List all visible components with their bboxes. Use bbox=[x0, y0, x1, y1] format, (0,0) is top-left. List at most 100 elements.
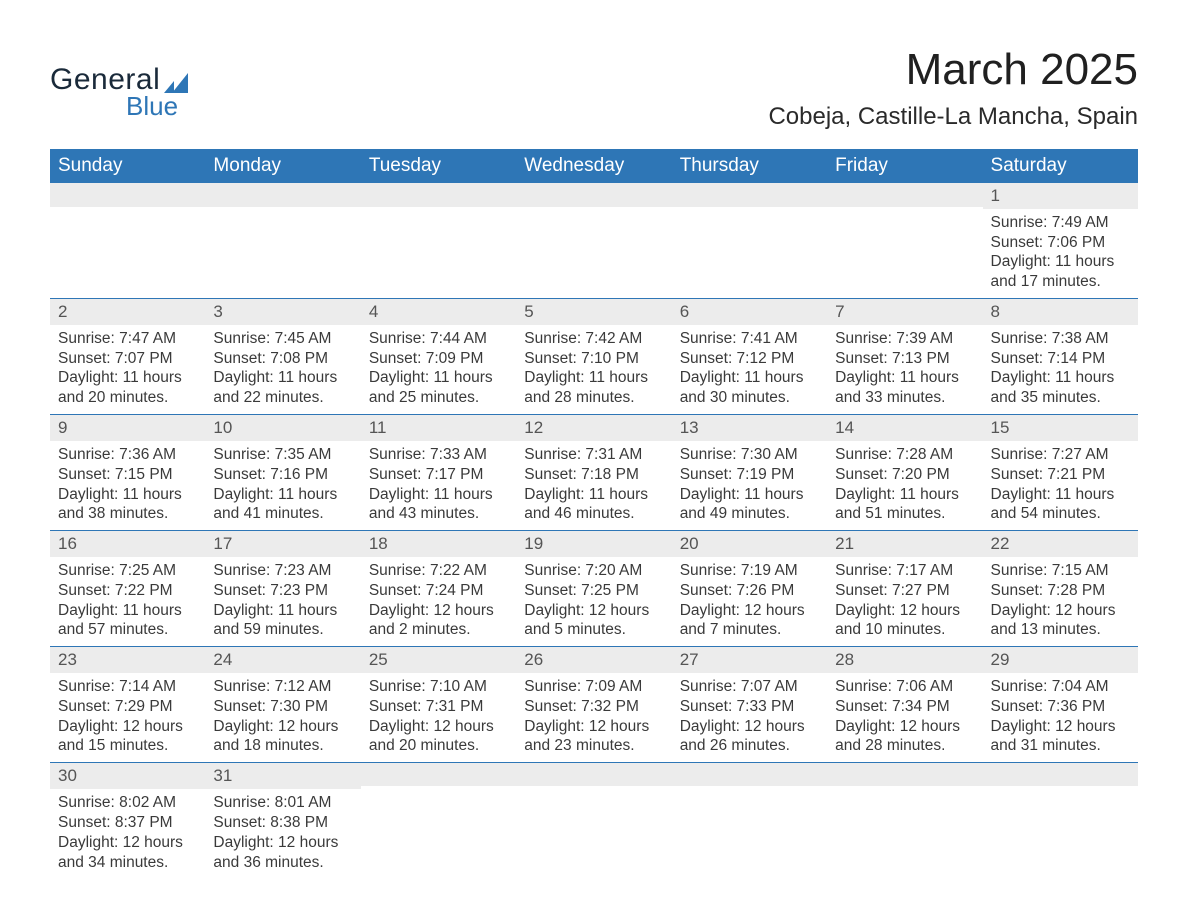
day-line-sunset: Sunset: 7:34 PM bbox=[835, 697, 974, 717]
day-line-sunrise: Sunrise: 7:49 AM bbox=[991, 213, 1130, 233]
calendar-week: 16Sunrise: 7:25 AMSunset: 7:22 PMDayligh… bbox=[50, 530, 1138, 646]
day-number: 7 bbox=[827, 298, 982, 325]
day-header-row: SundayMondayTuesdayWednesdayThursdayFrid… bbox=[50, 149, 1138, 183]
day-body: Sunrise: 7:45 AMSunset: 7:08 PMDaylight:… bbox=[205, 325, 360, 414]
day-line-sunset: Sunset: 7:30 PM bbox=[213, 697, 352, 717]
day-line-day1: Daylight: 11 hours bbox=[213, 368, 352, 388]
calendar-cell bbox=[50, 183, 205, 298]
day-header: Friday bbox=[827, 149, 982, 183]
calendar-cell: 6Sunrise: 7:41 AMSunset: 7:12 PMDaylight… bbox=[672, 298, 827, 414]
day-line-sunset: Sunset: 7:25 PM bbox=[524, 581, 663, 601]
day-header: Wednesday bbox=[516, 149, 671, 183]
day-line-sunrise: Sunrise: 7:38 AM bbox=[991, 329, 1130, 349]
day-line-day1: Daylight: 11 hours bbox=[524, 368, 663, 388]
day-line-sunset: Sunset: 7:21 PM bbox=[991, 465, 1130, 485]
calendar-cell bbox=[205, 183, 360, 298]
day-line-day2: and 17 minutes. bbox=[991, 272, 1130, 292]
day-line-day1: Daylight: 11 hours bbox=[369, 485, 508, 505]
day-line-day1: Daylight: 12 hours bbox=[991, 717, 1130, 737]
day-line-sunset: Sunset: 7:23 PM bbox=[213, 581, 352, 601]
calendar-cell: 24Sunrise: 7:12 AMSunset: 7:30 PMDayligh… bbox=[205, 646, 360, 762]
day-number: 3 bbox=[205, 298, 360, 325]
day-number: 13 bbox=[672, 414, 827, 441]
calendar-cell: 26Sunrise: 7:09 AMSunset: 7:32 PMDayligh… bbox=[516, 646, 671, 762]
day-body: Sunrise: 7:15 AMSunset: 7:28 PMDaylight:… bbox=[983, 557, 1138, 646]
calendar-cell: 12Sunrise: 7:31 AMSunset: 7:18 PMDayligh… bbox=[516, 414, 671, 530]
calendar-cell bbox=[361, 762, 516, 878]
day-line-day1: Daylight: 11 hours bbox=[991, 252, 1130, 272]
day-line-day1: Daylight: 12 hours bbox=[58, 717, 197, 737]
day-line-day1: Daylight: 11 hours bbox=[369, 368, 508, 388]
calendar-cell bbox=[827, 762, 982, 878]
calendar-cell: 10Sunrise: 7:35 AMSunset: 7:16 PMDayligh… bbox=[205, 414, 360, 530]
day-number: 6 bbox=[672, 298, 827, 325]
day-line-day2: and 22 minutes. bbox=[213, 388, 352, 408]
day-line-day1: Daylight: 11 hours bbox=[835, 485, 974, 505]
day-body: Sunrise: 7:31 AMSunset: 7:18 PMDaylight:… bbox=[516, 441, 671, 530]
day-line-day1: Daylight: 12 hours bbox=[213, 833, 352, 853]
day-body: Sunrise: 7:36 AMSunset: 7:15 PMDaylight:… bbox=[50, 441, 205, 530]
day-line-day1: Daylight: 11 hours bbox=[524, 485, 663, 505]
day-number: 23 bbox=[50, 646, 205, 673]
calendar-cell bbox=[827, 183, 982, 298]
calendar-cell bbox=[516, 183, 671, 298]
calendar-cell bbox=[672, 762, 827, 878]
day-body: Sunrise: 7:07 AMSunset: 7:33 PMDaylight:… bbox=[672, 673, 827, 762]
day-line-sunrise: Sunrise: 7:19 AM bbox=[680, 561, 819, 581]
day-number: 25 bbox=[361, 646, 516, 673]
day-line-day2: and 18 minutes. bbox=[213, 736, 352, 756]
day-line-sunrise: Sunrise: 7:45 AM bbox=[213, 329, 352, 349]
day-header: Saturday bbox=[983, 149, 1138, 183]
day-body: Sunrise: 7:14 AMSunset: 7:29 PMDaylight:… bbox=[50, 673, 205, 762]
day-number: 16 bbox=[50, 530, 205, 557]
day-line-day2: and 28 minutes. bbox=[524, 388, 663, 408]
day-line-day2: and 7 minutes. bbox=[680, 620, 819, 640]
day-header: Thursday bbox=[672, 149, 827, 183]
calendar-cell: 25Sunrise: 7:10 AMSunset: 7:31 PMDayligh… bbox=[361, 646, 516, 762]
day-number: 4 bbox=[361, 298, 516, 325]
day-line-sunset: Sunset: 7:20 PM bbox=[835, 465, 974, 485]
calendar-cell: 11Sunrise: 7:33 AMSunset: 7:17 PMDayligh… bbox=[361, 414, 516, 530]
day-number: 29 bbox=[983, 646, 1138, 673]
empty-daynum bbox=[361, 183, 516, 207]
logo-text-blue: Blue bbox=[126, 91, 178, 122]
day-number: 21 bbox=[827, 530, 982, 557]
calendar-cell: 28Sunrise: 7:06 AMSunset: 7:34 PMDayligh… bbox=[827, 646, 982, 762]
day-line-day1: Daylight: 12 hours bbox=[58, 833, 197, 853]
day-line-day1: Daylight: 11 hours bbox=[680, 485, 819, 505]
month-title: March 2025 bbox=[768, 45, 1138, 95]
day-body: Sunrise: 7:39 AMSunset: 7:13 PMDaylight:… bbox=[827, 325, 982, 414]
empty-daynum bbox=[983, 762, 1138, 786]
day-body: Sunrise: 7:27 AMSunset: 7:21 PMDaylight:… bbox=[983, 441, 1138, 530]
day-body: Sunrise: 7:41 AMSunset: 7:12 PMDaylight:… bbox=[672, 325, 827, 414]
day-number: 19 bbox=[516, 530, 671, 557]
calendar-cell: 22Sunrise: 7:15 AMSunset: 7:28 PMDayligh… bbox=[983, 530, 1138, 646]
day-header: Monday bbox=[205, 149, 360, 183]
day-line-day1: Daylight: 11 hours bbox=[213, 601, 352, 621]
day-line-sunrise: Sunrise: 7:22 AM bbox=[369, 561, 508, 581]
day-body: Sunrise: 7:49 AMSunset: 7:06 PMDaylight:… bbox=[983, 209, 1138, 298]
day-line-day2: and 54 minutes. bbox=[991, 504, 1130, 524]
day-line-day1: Daylight: 11 hours bbox=[680, 368, 819, 388]
day-line-sunset: Sunset: 7:26 PM bbox=[680, 581, 819, 601]
calendar-cell: 29Sunrise: 7:04 AMSunset: 7:36 PMDayligh… bbox=[983, 646, 1138, 762]
day-line-day2: and 33 minutes. bbox=[835, 388, 974, 408]
day-line-sunset: Sunset: 7:33 PM bbox=[680, 697, 819, 717]
day-body: Sunrise: 7:47 AMSunset: 7:07 PMDaylight:… bbox=[50, 325, 205, 414]
day-number: 2 bbox=[50, 298, 205, 325]
location-subtitle: Cobeja, Castille-La Mancha, Spain bbox=[768, 103, 1138, 131]
calendar-cell: 5Sunrise: 7:42 AMSunset: 7:10 PMDaylight… bbox=[516, 298, 671, 414]
day-number: 11 bbox=[361, 414, 516, 441]
day-line-day2: and 36 minutes. bbox=[213, 853, 352, 873]
logo: General Blue bbox=[50, 45, 188, 122]
day-line-day1: Daylight: 11 hours bbox=[835, 368, 974, 388]
day-line-sunset: Sunset: 7:18 PM bbox=[524, 465, 663, 485]
day-line-sunrise: Sunrise: 7:35 AM bbox=[213, 445, 352, 465]
calendar-cell: 23Sunrise: 7:14 AMSunset: 7:29 PMDayligh… bbox=[50, 646, 205, 762]
calendar-week: 1Sunrise: 7:49 AMSunset: 7:06 PMDaylight… bbox=[50, 183, 1138, 298]
day-body: Sunrise: 7:44 AMSunset: 7:09 PMDaylight:… bbox=[361, 325, 516, 414]
day-line-sunset: Sunset: 7:09 PM bbox=[369, 349, 508, 369]
day-number: 9 bbox=[50, 414, 205, 441]
calendar-cell: 3Sunrise: 7:45 AMSunset: 7:08 PMDaylight… bbox=[205, 298, 360, 414]
day-line-day2: and 49 minutes. bbox=[680, 504, 819, 524]
